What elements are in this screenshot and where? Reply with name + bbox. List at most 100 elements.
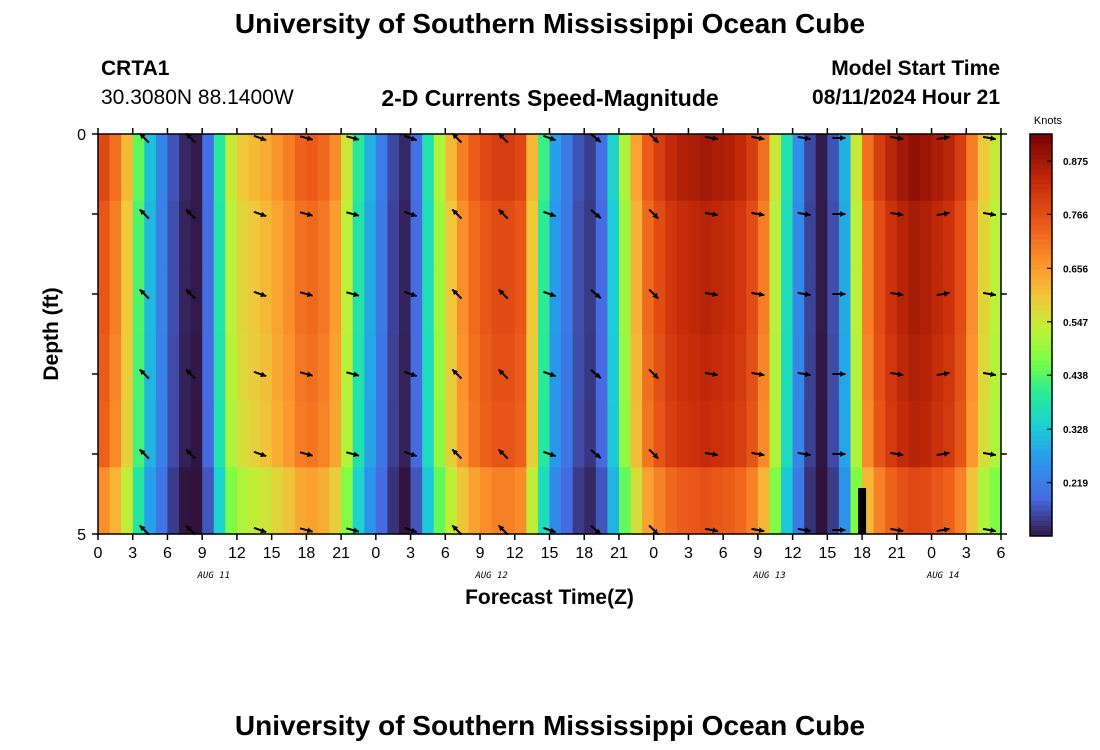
heatmap-cell (723, 200, 736, 268)
colorbar-segment (1030, 335, 1052, 341)
heatmap-cell (422, 467, 435, 535)
current-arrow (832, 135, 846, 141)
current-arrow (890, 371, 904, 378)
heatmap-cell (642, 267, 655, 335)
heatmap-cell (549, 400, 562, 468)
heatmap-cell (792, 267, 805, 335)
heatmap-cell (700, 134, 713, 202)
x-tick-label: 15 (263, 545, 281, 562)
heatmap-cell (155, 400, 169, 468)
current-arrow (936, 526, 950, 533)
y-tick-label: 5 (77, 527, 86, 544)
heatmap-cell (954, 134, 967, 202)
heatmap-cell (317, 134, 331, 202)
heatmap-cell (248, 467, 261, 535)
x-tick-label: 6 (441, 545, 450, 562)
current-arrow (404, 290, 418, 298)
heatmap-cell (422, 200, 435, 268)
colorbar-segment (1030, 194, 1052, 200)
heatmap-cell (885, 134, 898, 202)
x-tick-label: 15 (818, 545, 836, 562)
current-arrow (751, 451, 765, 458)
heatmap-cell (792, 134, 805, 202)
heatmap-cell (236, 134, 250, 202)
current-arrow (982, 371, 996, 378)
heatmap-cell (306, 400, 319, 468)
heatmap-cell (757, 400, 771, 468)
heatmap-cell (144, 200, 157, 268)
heatmap-cell (283, 267, 296, 335)
heatmap-cell (908, 134, 921, 202)
heatmap-cell (838, 200, 852, 268)
current-arrow (253, 210, 267, 218)
heatmap-cell (688, 267, 701, 335)
heatmap-cell (827, 467, 840, 535)
heatmap-cell (804, 334, 817, 402)
heatmap-cell (769, 334, 782, 402)
heatmap-cell (815, 467, 828, 535)
colorbar-tick-label: 0.766 (1063, 210, 1088, 221)
x-tick-label: 9 (198, 545, 207, 562)
heatmap-cell (954, 334, 967, 402)
current-arrow (404, 210, 418, 218)
heatmap-cell (989, 134, 1002, 202)
heatmap-cell (225, 267, 238, 335)
heatmap-cell (387, 267, 400, 335)
heatmap-cell (734, 467, 747, 535)
heatmap-cell (132, 267, 145, 335)
current-arrow (590, 369, 602, 379)
heatmap-cell (954, 400, 967, 468)
colorbar-segment (1030, 329, 1052, 336)
heatmap-cell (781, 467, 794, 535)
heatmap-cell (98, 134, 111, 202)
heatmap-cell (456, 334, 470, 402)
heatmap-cell (202, 467, 215, 535)
heatmap-cell (676, 200, 690, 268)
heatmap-cell (294, 334, 307, 402)
heatmap-cell (491, 467, 504, 535)
current-arrow (139, 448, 150, 460)
heatmap-cell (387, 334, 400, 402)
heatmap-cell (827, 267, 840, 335)
heatmap-cell (792, 334, 805, 402)
heatmap-cell (757, 200, 771, 268)
heatmap-cell (885, 200, 898, 268)
colorbar-segment (1030, 244, 1052, 251)
current-arrow (299, 135, 313, 142)
heatmap-cell (306, 467, 319, 535)
heatmap-cell (283, 134, 296, 202)
colorbar-segment (1030, 475, 1052, 482)
heatmap-cell (630, 334, 643, 402)
heatmap-cell (445, 267, 458, 335)
heatmap-cell (769, 200, 782, 268)
heatmap-cell (98, 267, 111, 335)
colorbar-segment (1030, 174, 1052, 180)
current-arrow (346, 451, 360, 458)
colorbar-segment (1030, 460, 1052, 467)
heatmap-cell (966, 467, 979, 535)
heatmap-cell (676, 334, 690, 402)
heatmap-cell (294, 267, 307, 335)
heatmap-cell (109, 134, 122, 202)
current-arrow (543, 210, 556, 218)
heatmap-cell (653, 467, 666, 535)
heatmap-cell (352, 267, 365, 335)
x-date-label: AUG 13 (752, 571, 786, 581)
heatmap-cell (225, 467, 238, 535)
heatmap-cell (700, 200, 713, 268)
heatmap-cell (456, 400, 470, 468)
x-tick-label: 18 (853, 545, 871, 562)
heatmap-cell (688, 134, 701, 202)
heatmap-cell (364, 334, 377, 402)
heatmap-cell (665, 267, 678, 335)
current-arrow (648, 208, 659, 220)
heatmap-cell (607, 467, 620, 535)
colorbar-segment (1030, 495, 1052, 502)
heatmap-cell (665, 334, 678, 402)
colorbar-segment (1030, 505, 1052, 512)
heatmap-cell (676, 467, 690, 535)
heatmap-cell (595, 467, 608, 535)
current-arrow (982, 527, 996, 534)
heatmap-cell (329, 200, 342, 268)
heatmap-cell (271, 334, 284, 402)
